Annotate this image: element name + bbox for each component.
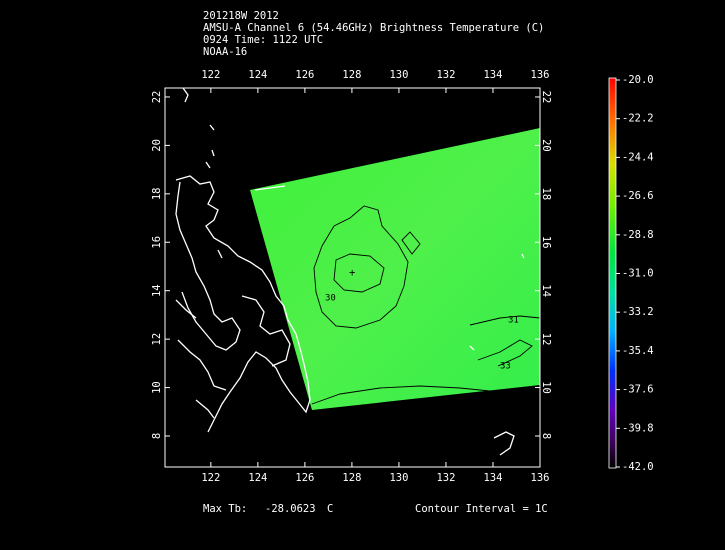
colorbar-label: -42.0	[622, 461, 654, 473]
footer-label: Max Tb:	[203, 503, 247, 515]
lon-label: 122	[201, 69, 220, 81]
map-frame	[164, 87, 541, 468]
lon-label: 134	[483, 69, 502, 81]
lat-label: 8	[540, 433, 552, 439]
contour-label: 33	[500, 362, 511, 372]
lon-label: 124	[248, 69, 267, 81]
lat-label: 12	[540, 333, 552, 346]
lon-label: 130	[389, 472, 408, 484]
lat-label: 14	[151, 284, 163, 297]
header-line: 0924 Time: 1122 UTC	[203, 34, 323, 46]
colorbar-label: -37.6	[622, 384, 654, 396]
colorbar	[608, 77, 617, 469]
lon-label: 126	[295, 69, 314, 81]
lon-label: 124	[248, 472, 267, 484]
lat-label: 16	[151, 236, 163, 249]
colorbar-label: -26.6	[622, 190, 654, 202]
contour	[311, 205, 541, 405]
footer-contour: Contour Interval = 1C	[415, 503, 548, 515]
colorbar-label: -35.4	[622, 345, 654, 357]
lat-label: 20	[151, 139, 163, 152]
lat-label: 16	[540, 236, 552, 249]
lat-label: 22	[151, 91, 163, 104]
lat-label: 22	[540, 91, 552, 104]
colorbar-label: -33.2	[622, 306, 654, 318]
lon-label: 132	[436, 69, 455, 81]
lat-label: 14	[540, 284, 552, 297]
header-line: 201218W 2012	[203, 10, 279, 22]
lat-label: 8	[151, 433, 163, 439]
lon-label: 128	[342, 472, 361, 484]
colorbar-label: -31.0	[622, 268, 654, 280]
header-line: NOAA-16	[203, 46, 247, 58]
lat-label: 20	[540, 139, 552, 152]
lon-label: 122	[201, 472, 220, 484]
lon-label: 136	[531, 69, 550, 81]
lon-label: 126	[295, 472, 314, 484]
contour-label: 31	[508, 316, 519, 326]
coastline	[175, 87, 525, 456]
lon-label: 136	[531, 472, 550, 484]
contour-label: 30	[325, 294, 336, 304]
swath	[250, 128, 540, 410]
lat-label: 10	[151, 381, 163, 394]
lat-label: 18	[540, 188, 552, 201]
lon-label: 130	[389, 69, 408, 81]
footer-value: -28.0623	[265, 503, 316, 515]
colorbar-label: -28.8	[622, 229, 654, 241]
colorbar-label: -39.8	[622, 422, 654, 434]
lon-label: 134	[483, 472, 502, 484]
colorbar-label: -24.4	[622, 151, 654, 163]
header-line: AMSU-A Channel 6 (54.46GHz) Brightness T…	[203, 22, 544, 34]
footer-unit: C	[327, 503, 333, 515]
lat-label: 18	[151, 188, 163, 201]
lon-label: 132	[436, 472, 455, 484]
lat-label: 12	[151, 333, 163, 346]
lon-label: 128	[342, 69, 361, 81]
colorbar-label: -22.2	[622, 113, 654, 125]
lat-label: 10	[540, 381, 552, 394]
colorbar-label: -20.0	[622, 74, 654, 86]
storm-center: +	[349, 267, 355, 279]
